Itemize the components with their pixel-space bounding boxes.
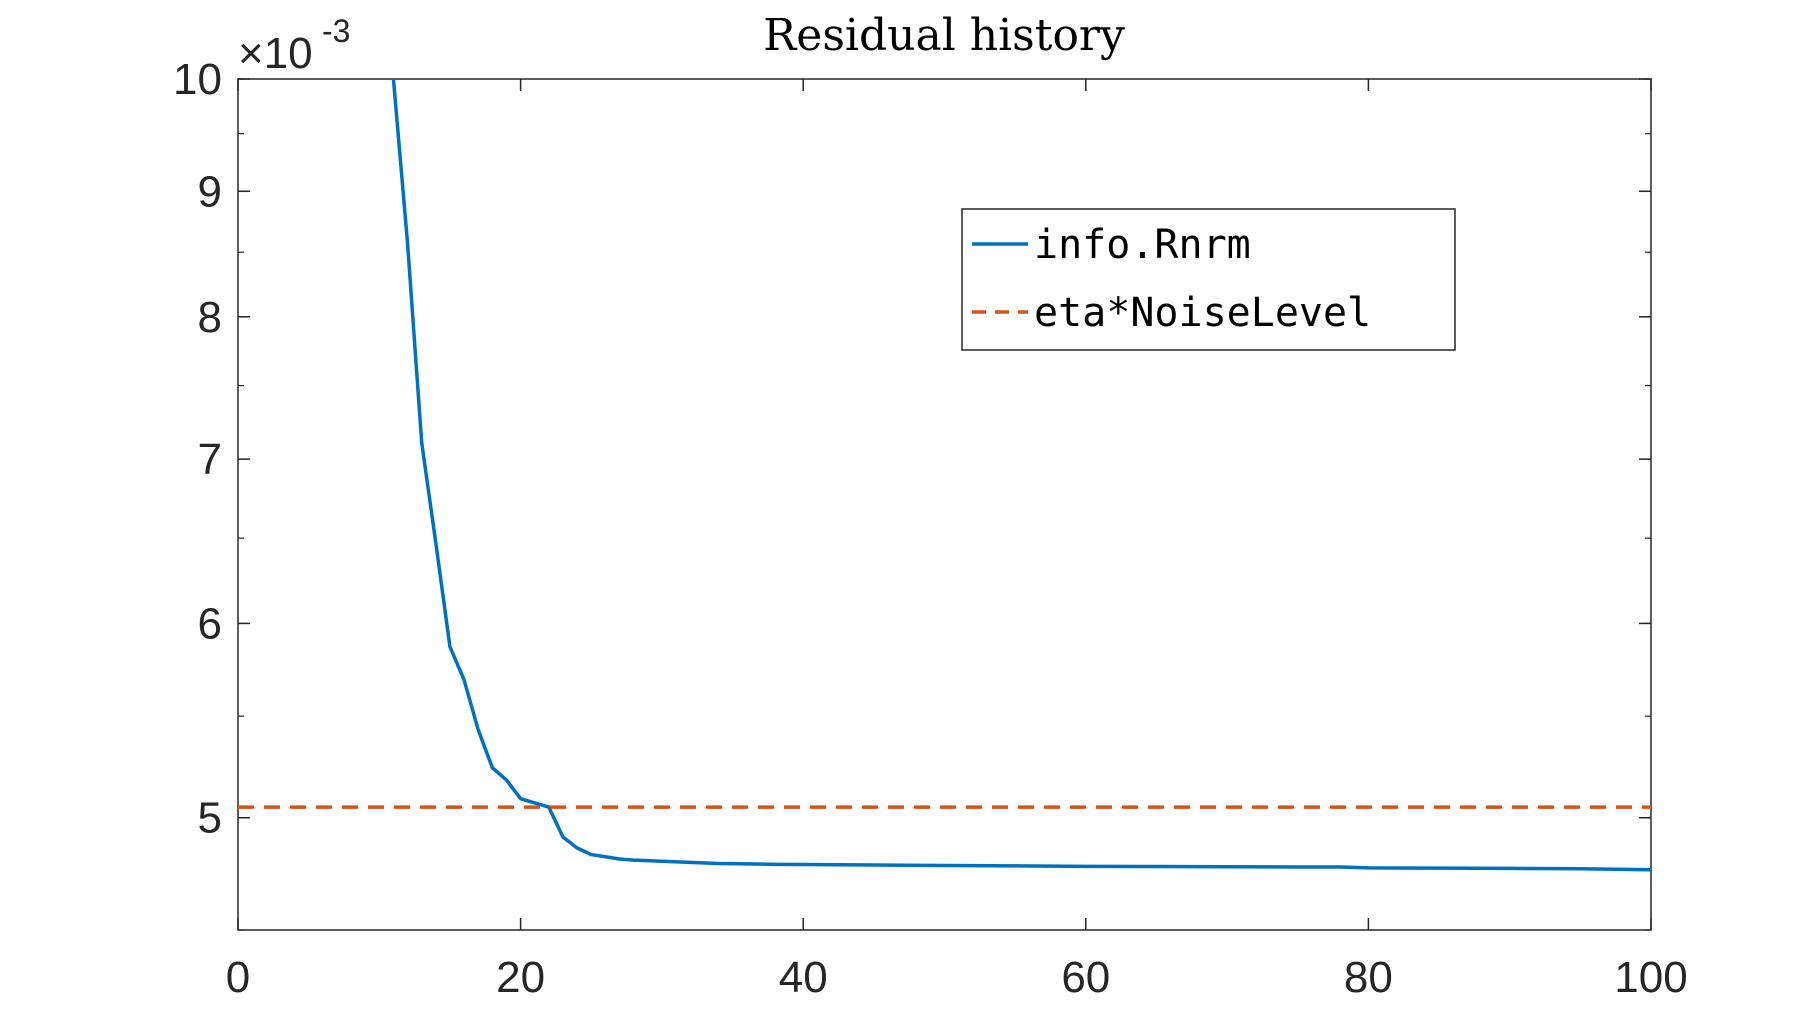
y-multiplier-exponent: -3 bbox=[322, 13, 350, 49]
y-tick-label: 7 bbox=[198, 435, 222, 484]
legend-box bbox=[961, 208, 1456, 351]
legend-label: info.Rnrm bbox=[1034, 222, 1251, 268]
x-tick-label: 80 bbox=[1344, 953, 1393, 1002]
y-tick-label: 10 bbox=[173, 55, 222, 104]
x-tick-label: 20 bbox=[496, 953, 545, 1002]
y-multiplier-base: ×10 bbox=[238, 29, 313, 78]
chart-title: Residual history bbox=[763, 10, 1125, 61]
y-tick-label: 8 bbox=[198, 293, 222, 342]
legend: info.Rnrm eta*NoiseLevel bbox=[961, 208, 1456, 351]
y-axis: 5 6 7 8 9 10 bbox=[173, 55, 1651, 843]
y-tick-label: 5 bbox=[198, 794, 222, 843]
y-multiplier: ×10 -3 bbox=[238, 13, 350, 78]
series-line-1 bbox=[391, 79, 1651, 872]
x-tick-label: 60 bbox=[1061, 953, 1110, 1002]
y-tick-label: 6 bbox=[198, 599, 222, 648]
series-layer bbox=[238, 79, 1651, 872]
plot-area bbox=[237, 78, 1652, 931]
y-tick-label: 9 bbox=[198, 167, 222, 216]
x-tick-label: 0 bbox=[226, 953, 250, 1002]
plot-frame bbox=[237, 78, 1652, 931]
x-tick-label: 40 bbox=[779, 953, 828, 1002]
x-tick-label: 100 bbox=[1614, 953, 1687, 1002]
legend-label: eta*NoiseLevel bbox=[1034, 290, 1371, 336]
x-axis: 0 20 40 60 80 100 bbox=[226, 79, 1688, 1002]
